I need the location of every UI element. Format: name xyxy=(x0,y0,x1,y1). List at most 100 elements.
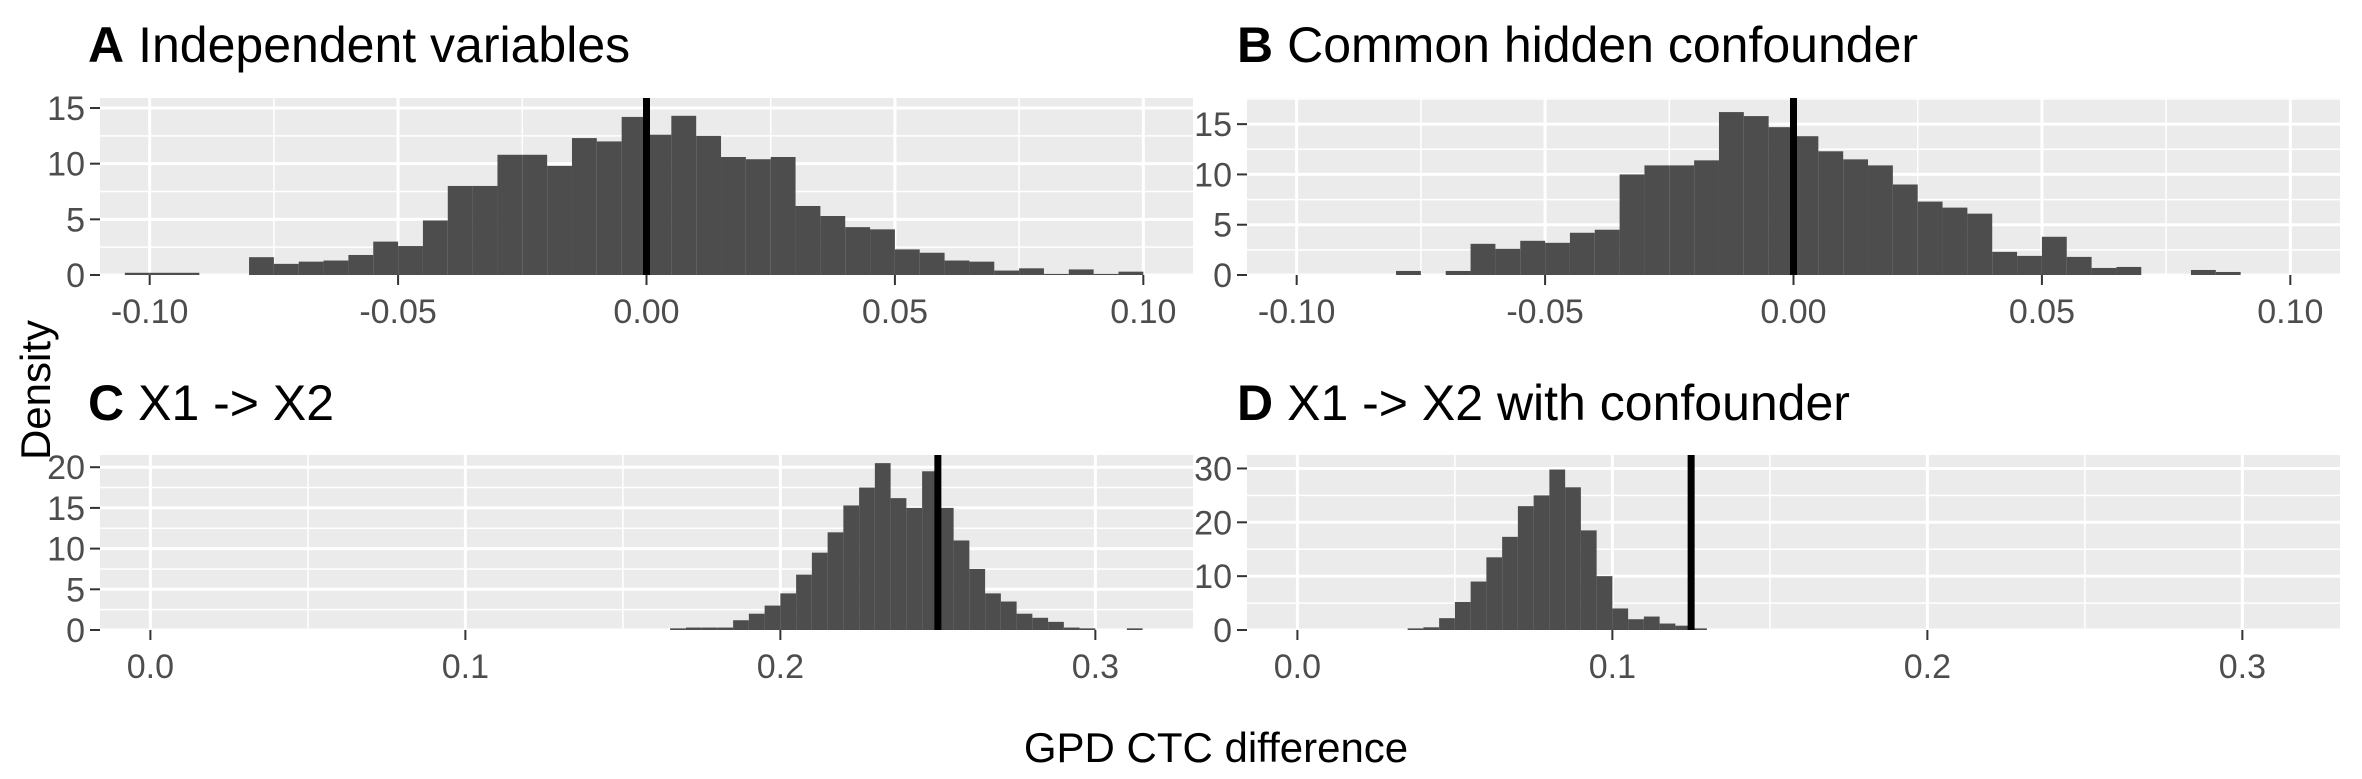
panel-b-bar xyxy=(2066,256,2092,275)
panel-c-bar xyxy=(733,620,749,630)
panel-a-bar xyxy=(249,257,274,275)
panel-a-bar xyxy=(820,216,846,275)
panel-b-bar xyxy=(2116,266,2142,275)
panel-c-x-tick-label: 0.2 xyxy=(757,648,804,686)
panel-a-bar xyxy=(497,154,523,275)
panel-a-bar xyxy=(472,185,498,275)
panel-d-title: D X1 -> X2 with confounder xyxy=(1237,375,1850,431)
panel-a-bar xyxy=(273,263,299,275)
panel-a-bar xyxy=(721,157,746,275)
panel-a-bar xyxy=(298,261,324,275)
panel-c-bar xyxy=(701,627,718,630)
panel-c-bar xyxy=(1016,613,1033,630)
panel-c-bar xyxy=(843,505,860,630)
panel-b-bar xyxy=(1495,248,1521,275)
panel-c-y-tick-label: 20 xyxy=(47,449,85,487)
panel-b-bar xyxy=(1992,251,2018,275)
panel-b-bar xyxy=(1917,201,1943,275)
panel-d-bar xyxy=(1454,602,1471,630)
panel-a-bar xyxy=(323,260,349,275)
panel-c-bar xyxy=(985,593,1001,630)
panel-c-bar xyxy=(906,507,923,630)
panel-b-x-tick-label: 0.05 xyxy=(2009,293,2075,331)
panel-a-bar xyxy=(174,272,200,275)
panel-b-bar xyxy=(2041,236,2067,275)
panel-a-bar xyxy=(149,272,175,275)
panel-c-bar xyxy=(827,532,844,630)
panel-c-bar xyxy=(764,605,781,630)
panel-a-y-tick-label: 15 xyxy=(47,90,85,128)
panel-b-title-text: Common hidden confounder xyxy=(1287,17,1918,73)
panel-b-bar xyxy=(1545,242,1570,275)
panel-c-bar xyxy=(685,627,702,630)
panel-c-bar xyxy=(780,593,797,630)
panel-a-bar xyxy=(994,270,1020,275)
panel-a-bar xyxy=(422,220,448,275)
panel-b-title: B Common hidden confounder xyxy=(1237,17,1918,73)
panel-a-bar xyxy=(795,205,821,275)
panel-c-y-tick-label: 5 xyxy=(66,571,85,609)
panel-d-y-tick-label: 30 xyxy=(1194,450,1232,488)
panel-a-y-tick-label: 5 xyxy=(66,201,85,239)
panel-b-y-tick-label: 10 xyxy=(1194,156,1232,194)
panel-c-title: C X1 -> X2 xyxy=(88,375,334,431)
panel-b-bar xyxy=(1892,184,1918,275)
panel-a-x-tick-label: -0.10 xyxy=(111,293,189,331)
panel-b-plot: 0 5 10 15 -0.10 -0.05 0.00 0.05 0.10 xyxy=(1194,98,2340,331)
panel-b-x-tick-label: 0.00 xyxy=(1760,293,1826,331)
x-axis-title: GPD CTC difference xyxy=(1024,724,1408,771)
panel-d-plot: 0 10 20 30 0.0 0.1 0.2 0.3 xyxy=(1194,450,2340,686)
panel-c-bar xyxy=(874,463,891,630)
panel-b-bar xyxy=(1818,151,1844,275)
panel-a-bar xyxy=(621,116,647,275)
panel-c-x-tick-label: 0.3 xyxy=(1072,648,1119,686)
panel-a-bar xyxy=(845,227,871,275)
panel-a-title: A Independent variables xyxy=(88,17,630,73)
panel-c-bar xyxy=(1079,628,1096,630)
panel-a-x-tick-label: 0.05 xyxy=(862,293,928,331)
panel-a-bar xyxy=(770,157,796,275)
panel-a-bar xyxy=(373,241,399,275)
panel-a-bar xyxy=(1093,273,1119,275)
panel-a-bar xyxy=(894,249,920,275)
panel-b-tag: B xyxy=(1237,17,1273,73)
panel-d-bar xyxy=(1596,576,1613,630)
panel-a-bar xyxy=(870,229,895,275)
panel-c-background xyxy=(100,455,1193,630)
panel-b-bar xyxy=(1619,174,1645,275)
panel-b-bar xyxy=(1694,160,1719,275)
panel-c-y-tick-label: 0 xyxy=(66,612,85,650)
panel-c-bar xyxy=(937,507,954,630)
panel-d-bar xyxy=(1675,625,1692,630)
panel-b-bar xyxy=(1843,159,1869,275)
panel-d-bar xyxy=(1691,628,1707,630)
panel-a-x-tick-label: 0.00 xyxy=(613,293,679,331)
panel-a-bar xyxy=(646,134,672,275)
panel-a-y-tick-label: 0 xyxy=(66,257,85,295)
panel-d-bar xyxy=(1643,616,1660,630)
panel-c-y-tick-label: 15 xyxy=(47,490,85,528)
panel-c-x-tick-label: 0.0 xyxy=(127,648,174,686)
panel-c-bar xyxy=(1000,601,1017,630)
panel-b-y-tick-label: 5 xyxy=(1213,207,1232,245)
panel-c-bar xyxy=(670,628,686,630)
panel-a-x-tick-label: 0.10 xyxy=(1110,293,1176,331)
panel-c-bar xyxy=(796,574,812,630)
panel-c-x-tick-label: 0.1 xyxy=(442,648,489,686)
panel-b-bar xyxy=(1743,116,1769,276)
panel-a-bar xyxy=(745,159,771,275)
panel-d-bar xyxy=(1659,623,1676,630)
panel-c-bar xyxy=(969,568,986,630)
panel-b-bar xyxy=(2190,269,2216,275)
panel-a-bar xyxy=(1019,268,1044,275)
panel-a-bar xyxy=(348,254,374,275)
panel-b-bar xyxy=(2017,255,2042,275)
panel-b-y-tick-label: 0 xyxy=(1213,257,1232,295)
panel-b-bar xyxy=(1520,240,1546,275)
panel-d-bar xyxy=(1517,506,1534,630)
